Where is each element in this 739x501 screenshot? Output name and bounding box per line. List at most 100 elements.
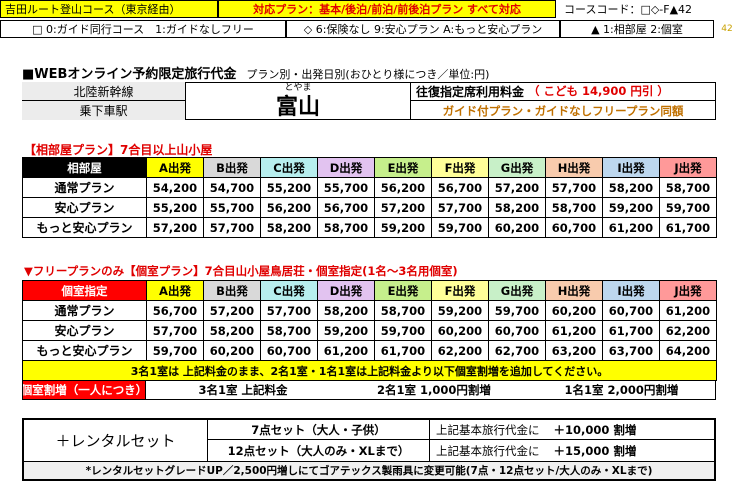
- row-label: もっと安心プラン: [22, 217, 147, 238]
- price-cell: 60,200: [488, 217, 546, 238]
- option-guide: □ 0:ガイド同行コース 1:ガイドなしフリー: [0, 20, 286, 38]
- price-cell: 63,200: [545, 340, 603, 361]
- private-heading: ▼フリープランのみ【個室プラン】7合目山小屋鳥居荘・個室指定(1名～3名用個室): [24, 264, 458, 278]
- rental-note: *レンタルセットグレードUP／2,500円増しにてゴアテックス製雨具に変更可能(…: [24, 461, 714, 479]
- price-cell: 60,700: [545, 217, 603, 238]
- section-title: ■WEBオンライン予約限定旅行代金 プラン別・出発日別(おひとり様につき／単位:…: [22, 64, 489, 82]
- price-cell: 61,700: [374, 340, 432, 361]
- col-d: D出発: [317, 280, 375, 301]
- price-cell: 54,700: [203, 177, 261, 198]
- price-cell: 58,200: [203, 320, 261, 341]
- price-cell: 61,200: [602, 217, 660, 238]
- rental-7-name: 7点セット（大人・子供）: [208, 420, 430, 440]
- row-label: 通常プラン: [22, 177, 147, 198]
- rental-7-desc: 上記基本旅行代金に ＋10,000 割増: [430, 420, 714, 440]
- price-cell: 61,200: [545, 320, 603, 341]
- shared-table: 相部屋 A出発 B出発 C出発 D出発 E出発 F出発 G出発 H出発 I出発 …: [22, 157, 717, 238]
- price-cell: 55,200: [260, 177, 318, 198]
- price-cell: 58,700: [317, 217, 375, 238]
- col-e: E出発: [374, 280, 432, 301]
- price-cell: 56,700: [431, 177, 489, 198]
- price-cell: 62,200: [431, 340, 489, 361]
- plans-label: 対応プラン：基本/後泊/前泊/前後泊プラン すべて対応: [218, 0, 556, 18]
- fare-label: 往復指定席利用料金: [416, 84, 525, 99]
- price-cell: 57,200: [203, 300, 261, 321]
- table-row: 通常プラン 56,700 57,200 57,700 58,200 58,700…: [22, 300, 717, 321]
- table-row: もっと安心プラン 59,700 60,200 60,700 61,200 61,…: [22, 340, 717, 361]
- shared-heading: 【相部屋プラン】7合目以上山小屋: [24, 143, 213, 157]
- price-cell: 58,700: [659, 177, 717, 198]
- rental-7-desc-text: 上記基本旅行代金に: [436, 422, 540, 437]
- price-cell: 59,200: [431, 300, 489, 321]
- price-cell: 60,200: [545, 300, 603, 321]
- price-cell: 59,700: [488, 300, 546, 321]
- private-table: 個室指定 A出発 B出発 C出発 D出発 E出発 F出発 G出発 H出発 I出発…: [22, 280, 717, 381]
- board-station-label: 乗下車駅: [22, 101, 186, 120]
- col-h: H出発: [545, 157, 603, 178]
- price-cell: 59,200: [317, 320, 375, 341]
- shared-header-row: 相部屋 A出発 B出発 C出発 D出発 E出発 F出発 G出発 H出発 I出発 …: [22, 157, 717, 178]
- price-cell: 62,200: [659, 320, 717, 341]
- section-title-main: ■WEBオンライン予約限定旅行代金: [22, 67, 237, 82]
- rental-12-name: 12点セット（大人のみ・XLまで）: [208, 440, 430, 461]
- rental-7-amount: ＋10,000 割増: [553, 422, 637, 437]
- price-cell: 61,200: [659, 300, 717, 321]
- rental-12-amount: ＋15,000 割増: [553, 443, 637, 458]
- row-label: もっと安心プラン: [22, 340, 147, 361]
- price-cell: 64,200: [659, 340, 717, 361]
- price-cell: 59,700: [146, 340, 204, 361]
- option-room: ▲ 1:相部屋 2:個室: [560, 20, 714, 38]
- col-a: A出発: [146, 157, 204, 178]
- price-cell: 54,200: [146, 177, 204, 198]
- price-cell: 58,200: [488, 197, 546, 218]
- row-label: 安心プラン: [22, 320, 147, 341]
- col-j: J出発: [659, 280, 717, 301]
- rental-label: ＋レンタルセット: [24, 420, 208, 461]
- col-c: C出発: [260, 157, 318, 178]
- col-f: F出発: [431, 157, 489, 178]
- course-code: コースコード：□◇-F▲42: [564, 3, 693, 16]
- section-subtitle: プラン別・出発日別(おひとり様につき／単位:円): [246, 68, 490, 81]
- price-cell: 59,700: [431, 217, 489, 238]
- col-b: B出発: [203, 280, 261, 301]
- price-cell: 61,200: [317, 340, 375, 361]
- price-cell: 57,700: [146, 320, 204, 341]
- col-d: D出発: [317, 157, 375, 178]
- price-cell: 61,700: [602, 320, 660, 341]
- col-f: F出発: [431, 280, 489, 301]
- col-c: C出発: [260, 280, 318, 301]
- price-cell: 60,700: [602, 300, 660, 321]
- col-g: G出発: [488, 280, 546, 301]
- price-cell: 57,700: [431, 197, 489, 218]
- surcharge-2p: 2名1室 1,000円割増: [340, 380, 528, 400]
- price-cell: 55,200: [146, 197, 204, 218]
- col-i: I出発: [602, 280, 660, 301]
- row-label: 通常プラン: [22, 300, 147, 321]
- table-row: 安心プラン 55,200 55,700 56,200 56,700 57,200…: [22, 197, 717, 218]
- station-reading: とやま: [284, 82, 312, 93]
- private-note-row: 3名1室は 上記料金のまま、2名1室・1名1室は上記料金より以下個室割増を追加し…: [22, 360, 717, 381]
- price-cell: 61,700: [659, 217, 717, 238]
- table-row: 通常プラン 54,200 54,700 55,200 55,700 56,200…: [22, 177, 717, 198]
- col-i: I出発: [602, 157, 660, 178]
- price-cell: 56,700: [146, 300, 204, 321]
- fare-box: [410, 82, 716, 120]
- price-cell: 58,200: [260, 217, 318, 238]
- table-row: もっと安心プラン 57,200 57,700 58,200 58,700 59,…: [22, 217, 717, 238]
- price-cell: 56,200: [260, 197, 318, 218]
- price-cell: 56,200: [374, 177, 432, 198]
- price-cell: 55,700: [317, 177, 375, 198]
- price-cell: 58,700: [260, 320, 318, 341]
- route-label: 吉田ルート登山コース（東京経由）: [0, 0, 218, 18]
- rental-box: [22, 418, 716, 481]
- surcharge-label: 個室割増（一人につき）: [22, 380, 146, 400]
- shared-corner: 相部屋: [22, 157, 147, 178]
- col-b: B出発: [203, 157, 261, 178]
- row-label: 安心プラン: [22, 197, 147, 218]
- price-cell: 60,700: [260, 340, 318, 361]
- fare-row: 往復指定席利用料金 （ こども 14,900 円引 ）: [410, 82, 716, 101]
- surcharge-1p: 1名1室 2,000円割増: [528, 380, 716, 400]
- col-e: E出発: [374, 157, 432, 178]
- price-cell: 58,200: [317, 300, 375, 321]
- price-cell: 59,700: [659, 197, 717, 218]
